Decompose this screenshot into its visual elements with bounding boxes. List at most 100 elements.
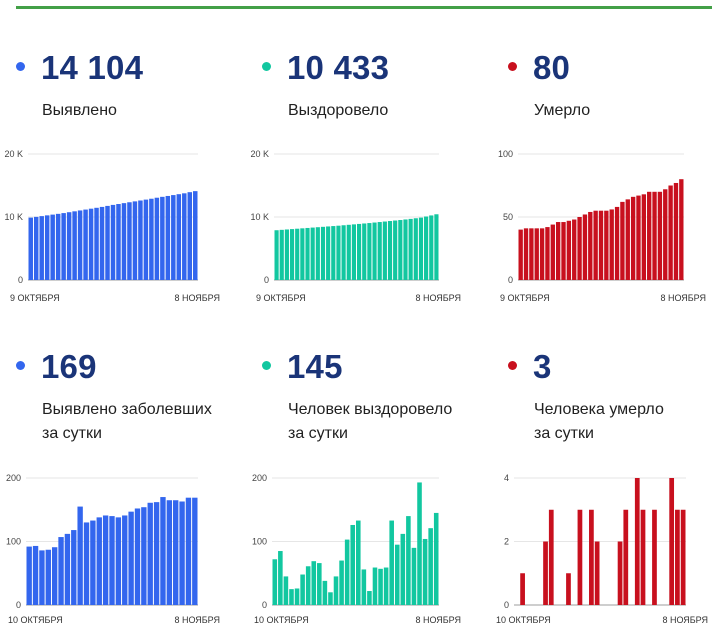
y-tick-label: 10 K <box>4 212 23 222</box>
y-tick-label: 4 <box>504 473 509 483</box>
bar <box>58 537 64 605</box>
bar <box>39 216 44 280</box>
bar <box>598 210 604 280</box>
y-tick-label: 2 <box>504 537 509 547</box>
bar <box>434 214 439 280</box>
bar <box>582 214 588 280</box>
bar <box>545 227 550 280</box>
bar <box>640 509 646 605</box>
bar <box>641 194 647 280</box>
y-tick-label: 100 <box>252 537 267 547</box>
bar <box>539 228 545 280</box>
bar-chart-detected-daily: 0 100 200 10 ОКТЯБРЯ 8 НОЯБРЯ <box>6 473 220 625</box>
stat-label: Умерло <box>534 102 591 119</box>
bar <box>141 507 147 605</box>
bar <box>26 546 32 605</box>
bar <box>543 541 548 605</box>
bar <box>417 482 422 605</box>
bar <box>625 199 630 280</box>
bar <box>589 509 594 605</box>
x-label-end: 8 НОЯБРЯ <box>174 615 220 625</box>
bar <box>322 580 328 605</box>
bar <box>668 185 673 280</box>
bar <box>83 209 88 280</box>
bar <box>102 515 109 605</box>
bar <box>132 201 138 280</box>
bar <box>326 226 331 280</box>
bar <box>424 216 429 280</box>
bar <box>110 204 116 280</box>
bar <box>109 516 115 605</box>
bar <box>383 567 389 605</box>
bar <box>182 193 187 280</box>
bar <box>341 225 346 280</box>
x-label-start: 10 ОКТЯБРЯ <box>8 615 63 625</box>
bar <box>283 576 289 605</box>
bar <box>634 478 640 605</box>
bar <box>669 478 675 605</box>
bar <box>339 560 344 605</box>
bullet-dot <box>508 361 517 370</box>
stat-label: Человека умерло <box>534 401 664 418</box>
bar <box>398 220 403 280</box>
bullet-dot <box>508 62 517 71</box>
bar <box>279 229 284 280</box>
stat-number: 10 433 <box>287 49 390 86</box>
bar <box>105 205 110 280</box>
bar <box>652 191 657 280</box>
stat-number: 145 <box>287 348 343 385</box>
bar <box>72 211 77 280</box>
bar <box>534 228 539 280</box>
stat-label: за сутки <box>288 425 348 442</box>
bar <box>71 530 77 605</box>
bar <box>185 497 192 605</box>
stat-label: за сутки <box>42 425 102 442</box>
y-tick-label: 0 <box>16 600 21 610</box>
bar <box>529 228 534 280</box>
bar <box>320 226 326 280</box>
bar <box>411 547 417 605</box>
bullet-dot <box>262 361 271 370</box>
bar <box>83 522 90 605</box>
bar <box>346 224 351 280</box>
bar <box>165 195 171 280</box>
bar <box>160 196 165 280</box>
bar <box>593 210 598 280</box>
bar <box>99 206 105 280</box>
bar <box>315 227 320 280</box>
bar <box>413 218 418 280</box>
bar <box>577 217 582 280</box>
bar <box>176 194 182 280</box>
bar <box>300 228 305 280</box>
bar <box>128 511 134 605</box>
stat-label: Выявлено <box>42 102 117 119</box>
bar <box>96 517 102 605</box>
bar <box>652 509 657 605</box>
bar <box>550 224 555 280</box>
bar <box>50 214 55 280</box>
bar <box>115 517 122 605</box>
bar <box>179 501 185 605</box>
bar <box>418 217 424 280</box>
x-label-start: 9 ОКТЯБРЯ <box>10 293 60 303</box>
bar <box>88 208 94 280</box>
bar <box>403 219 408 280</box>
bar <box>561 222 566 280</box>
bar-chart-detected: 0 10 K 20 K 9 ОКТЯБРЯ 8 НОЯБРЯ <box>4 149 220 303</box>
bar <box>361 569 367 605</box>
bar <box>350 524 355 605</box>
stat-label: за сутки <box>534 425 594 442</box>
bar <box>278 551 283 605</box>
bar <box>149 198 154 280</box>
x-label-start: 9 ОКТЯБРЯ <box>500 293 550 303</box>
bar <box>166 500 173 605</box>
y-tick-label: 20 K <box>4 149 23 159</box>
bar <box>429 215 434 280</box>
bar <box>317 563 322 605</box>
y-tick-label: 0 <box>508 275 513 285</box>
bar-chart-recovered-daily: 0 100 200 10 ОКТЯБРЯ 8 НОЯБРЯ <box>252 473 461 625</box>
x-label-end: 8 НОЯБРЯ <box>174 293 220 303</box>
bar <box>382 221 387 280</box>
bar <box>192 497 198 605</box>
bullet-dot <box>16 361 25 370</box>
